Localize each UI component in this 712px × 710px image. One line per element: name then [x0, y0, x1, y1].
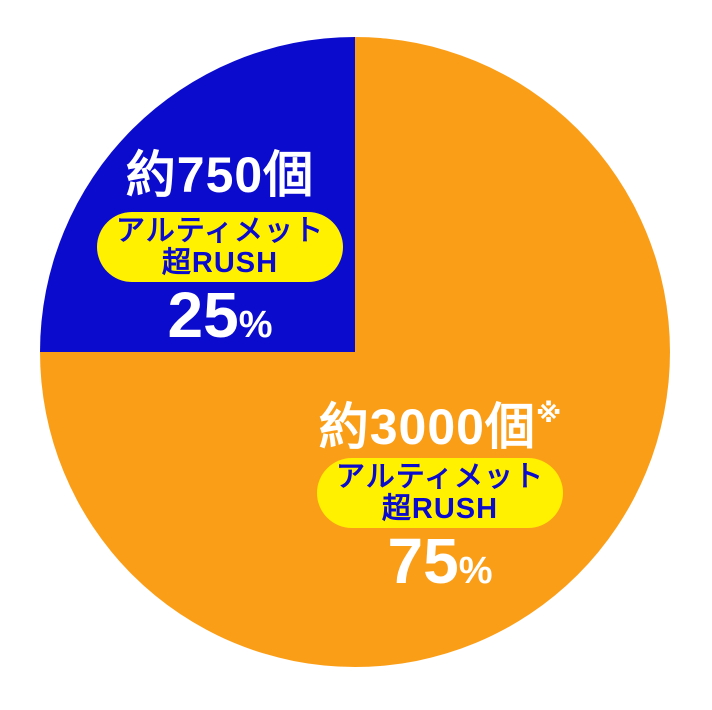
- ultimate-rush-badge-blue: アルティメット 超RUSH: [97, 212, 343, 282]
- percent-value: 75: [387, 525, 459, 597]
- pie-chart: [40, 37, 670, 667]
- orange-slice-label-group: 約3000個※ アルティメット 超RUSH 75%: [317, 384, 563, 610]
- orange-slice-percent-text: 75%: [317, 529, 563, 610]
- blue-slice-payout-text: 約750個: [97, 130, 343, 206]
- blue-slice-percent-text: 25%: [97, 283, 343, 364]
- badge-line2: 超RUSH: [381, 493, 499, 525]
- orange-slice-payout-amount: 約3000個: [318, 399, 536, 455]
- badge-line1: アルティメット: [116, 215, 324, 247]
- percent-value: 25: [167, 279, 239, 351]
- percent-sign: %: [458, 550, 493, 592]
- badge-line2: 超RUSH: [161, 247, 279, 279]
- orange-slice-payout-text: 約3000個※: [317, 384, 563, 456]
- ultimate-rush-badge-orange: アルティメット 超RUSH: [317, 458, 563, 528]
- badge-line1: アルティメット: [336, 461, 544, 493]
- orange-slice-note-mark: ※: [535, 398, 562, 428]
- percent-sign: %: [238, 304, 273, 346]
- blue-slice-label-group: 約750個 アルティメット 超RUSH 25%: [97, 130, 343, 364]
- blue-slice-payout-amount: 約750個: [125, 147, 315, 203]
